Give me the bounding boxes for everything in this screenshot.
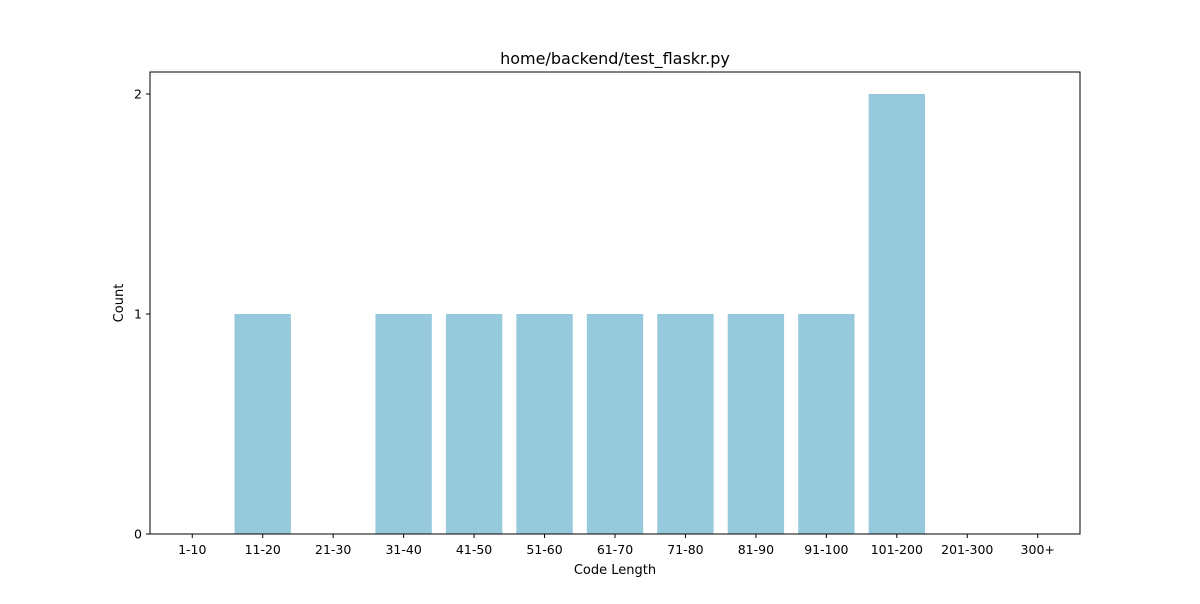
- x-tick-label: 71-80: [667, 542, 703, 557]
- bars-group: [234, 94, 925, 534]
- y-tick-label: 2: [134, 87, 142, 102]
- x-tick-label: 21-30: [315, 542, 351, 557]
- x-tick-label: 81-90: [738, 542, 774, 557]
- x-tick-label: 11-20: [245, 542, 281, 557]
- x-tick-label: 31-40: [385, 542, 421, 557]
- y-tick-label: 0: [134, 527, 142, 542]
- x-tick-label: 300+: [1021, 542, 1055, 557]
- x-tick-label: 1-10: [178, 542, 206, 557]
- bar-71-80: [657, 314, 714, 534]
- x-axis-label: Code Length: [574, 563, 656, 578]
- x-tick-label: 201-300: [941, 542, 993, 557]
- bar-51-60: [516, 314, 573, 534]
- bar-61-70: [586, 314, 644, 534]
- bar-91-100: [798, 314, 855, 534]
- x-tick-label: 91-100: [804, 542, 848, 557]
- bar-81-90: [727, 314, 785, 534]
- y-axis-label: Count: [112, 284, 127, 323]
- bar-41-50: [445, 314, 503, 534]
- bar-11-20: [234, 314, 291, 534]
- x-tick-label: 51-60: [526, 542, 562, 557]
- bar-101-200: [868, 94, 925, 534]
- x-tick-label: 41-50: [456, 542, 492, 557]
- y-tick-label: 1: [134, 307, 142, 322]
- chart-title: home/backend/test_flaskr.py: [500, 49, 730, 69]
- x-tick-label: 61-70: [597, 542, 633, 557]
- x-tick-label: 101-200: [871, 542, 923, 557]
- x-axis-ticks: 1-10 11-20 21-30 31-40 41-50 51-60 61-70 71-80 8…: [178, 534, 1055, 557]
- bar-31-40: [375, 314, 432, 534]
- y-axis-ticks: 0 1 2: [134, 87, 150, 542]
